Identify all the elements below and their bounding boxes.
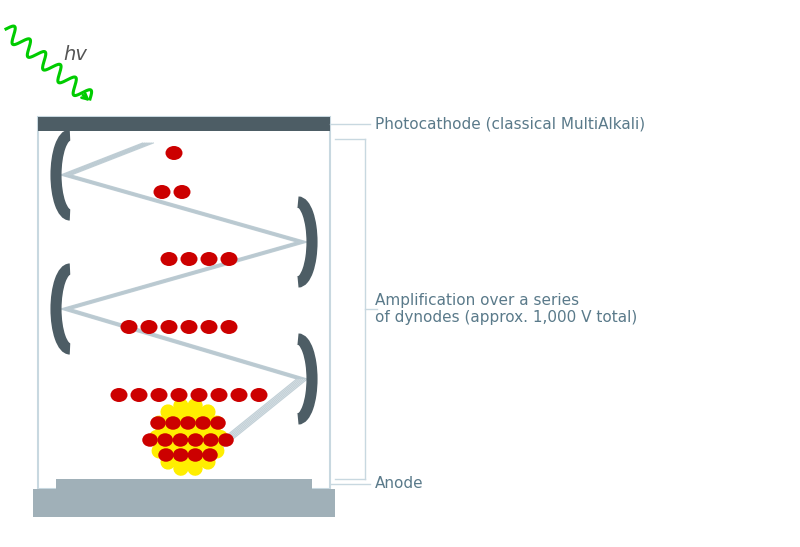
Text: Anode: Anode <box>375 476 424 492</box>
Ellipse shape <box>150 416 166 430</box>
Ellipse shape <box>201 320 218 334</box>
Ellipse shape <box>130 388 147 402</box>
Text: Photocathode (classical MultiAlkali): Photocathode (classical MultiAlkali) <box>375 117 645 131</box>
Ellipse shape <box>221 252 238 266</box>
Ellipse shape <box>195 416 210 430</box>
Ellipse shape <box>210 388 227 402</box>
Ellipse shape <box>158 433 173 447</box>
Ellipse shape <box>121 320 138 334</box>
Ellipse shape <box>210 416 226 430</box>
Ellipse shape <box>161 252 178 266</box>
Ellipse shape <box>173 448 189 462</box>
Ellipse shape <box>218 433 234 447</box>
Ellipse shape <box>187 448 203 462</box>
Ellipse shape <box>250 388 267 402</box>
Ellipse shape <box>181 252 198 266</box>
Bar <box>38 117 330 489</box>
Text: Amplification over a series
of dynodes (approx. 1,000 V total): Amplification over a series of dynodes (… <box>375 293 638 325</box>
Ellipse shape <box>141 320 158 334</box>
Ellipse shape <box>170 388 187 402</box>
Ellipse shape <box>188 433 203 447</box>
Text: hv: hv <box>63 45 87 64</box>
Ellipse shape <box>150 388 167 402</box>
Bar <box>56 479 312 489</box>
Ellipse shape <box>154 185 170 199</box>
Ellipse shape <box>201 252 218 266</box>
Ellipse shape <box>173 433 188 447</box>
Ellipse shape <box>181 320 198 334</box>
Ellipse shape <box>180 416 196 430</box>
Ellipse shape <box>158 448 174 462</box>
Ellipse shape <box>166 146 182 160</box>
Ellipse shape <box>174 185 190 199</box>
Ellipse shape <box>221 320 238 334</box>
Ellipse shape <box>203 433 218 447</box>
Ellipse shape <box>230 388 247 402</box>
Ellipse shape <box>202 448 218 462</box>
Bar <box>33 489 335 517</box>
Ellipse shape <box>166 416 181 430</box>
Ellipse shape <box>142 433 158 447</box>
Ellipse shape <box>190 388 207 402</box>
Ellipse shape <box>110 388 127 402</box>
Ellipse shape <box>161 415 215 459</box>
Bar <box>38 117 330 131</box>
Ellipse shape <box>161 320 178 334</box>
